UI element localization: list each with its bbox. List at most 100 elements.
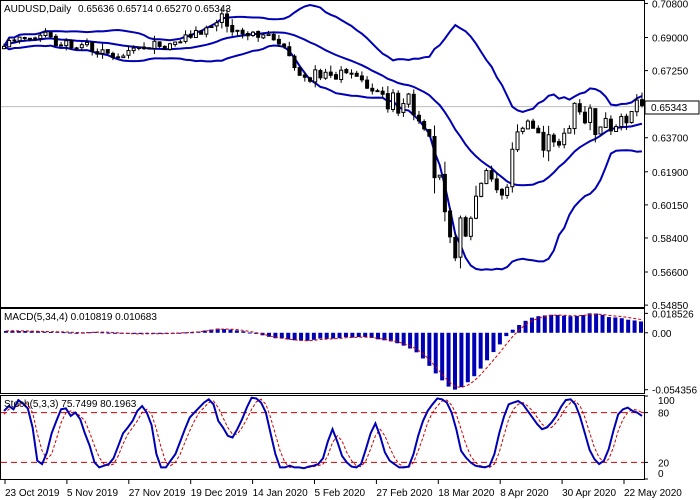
macd-histogram-bar (440, 332, 445, 381)
candlestick (567, 125, 572, 134)
candle-body (131, 47, 136, 52)
macd-histogram-bar (106, 332, 111, 334)
candlestick (214, 19, 219, 32)
candlestick (95, 48, 100, 58)
macd-histogram-bar (234, 330, 239, 333)
candle-body (370, 87, 375, 92)
candlestick (12, 37, 17, 43)
price-panel-frame (0, 0, 645, 308)
candle-body (250, 31, 255, 36)
macd-histogram-bar (177, 332, 182, 334)
candle-body (453, 236, 458, 259)
candle-body (629, 110, 634, 124)
macd-histogram-bar (132, 332, 137, 334)
candlestick (437, 174, 442, 181)
macd-histogram-bar (382, 332, 387, 341)
candle-body (2, 45, 6, 50)
candle-body (116, 56, 121, 59)
macd-histogram-bar (568, 316, 573, 333)
macd-histogram-bar (343, 332, 348, 338)
candle-body (531, 120, 536, 129)
candlestick (152, 35, 157, 55)
candlestick (323, 68, 328, 80)
candlestick (261, 32, 266, 40)
price-y-tick-label: 0.70800 (652, 0, 689, 10)
candle-body (572, 102, 577, 130)
candle-body (282, 43, 287, 48)
candle-body (557, 141, 562, 146)
macd-histogram-bar (266, 332, 271, 337)
candlestick (116, 53, 121, 59)
candle-body (406, 93, 411, 105)
candlestick (365, 76, 370, 90)
macd-histogram-bar (4, 330, 8, 333)
candlestick (442, 161, 447, 222)
candlestick (531, 118, 536, 129)
stoch-y-tick-label: 20 (658, 458, 670, 469)
price-y-tick-label: 0.61900 (652, 168, 689, 179)
candle-body (437, 174, 442, 178)
candle-body (266, 33, 271, 37)
candle-body (577, 103, 582, 113)
candlestick (193, 26, 198, 39)
bollinger-middle-band (3, 31, 643, 187)
candlestick (38, 32, 43, 42)
candle-body (256, 30, 261, 38)
candlestick (614, 124, 619, 133)
macd-histogram-bar (241, 331, 246, 333)
candlestick (608, 115, 613, 136)
candlestick (484, 168, 489, 185)
candlestick (235, 29, 240, 36)
candle-body (84, 41, 89, 46)
candlestick (593, 108, 598, 143)
candle-body (121, 55, 126, 59)
macd-histogram-bar (29, 331, 34, 333)
macd-title: MACD(5,34,4) 0.010819 0.010683 (4, 312, 157, 323)
candle-body (167, 43, 172, 50)
candle-body (110, 52, 115, 58)
candlestick (333, 71, 338, 80)
candlestick (27, 37, 32, 42)
candle-body (582, 111, 587, 124)
candle-body (178, 41, 183, 44)
candlestick (453, 233, 458, 262)
candle-body (105, 49, 110, 54)
candlestick (59, 42, 64, 47)
macd-histogram-bar (247, 332, 252, 334)
macd-histogram-bar (401, 332, 406, 346)
candlestick (396, 90, 401, 117)
candlestick (505, 184, 510, 199)
macd-histogram-bar (587, 313, 592, 333)
candlestick (385, 86, 390, 113)
macd-histogram-bar (452, 332, 457, 390)
macd-signal-line (5, 313, 642, 389)
macd-histogram-bar (549, 314, 554, 333)
candlestick (240, 27, 245, 39)
macd-histogram-bar (478, 332, 483, 369)
macd-histogram-bar (222, 329, 227, 333)
candlestick (536, 125, 541, 134)
x-tick-label: 18 Mar 2020 (438, 488, 495, 499)
candlestick (204, 25, 209, 38)
candlestick (100, 43, 105, 59)
candlestick (178, 39, 183, 44)
candle-body (313, 69, 318, 83)
candle-body (593, 108, 598, 136)
candlestick (479, 182, 484, 198)
candle-body (442, 173, 447, 213)
macd-histogram-bar (433, 332, 438, 374)
candle-body (562, 132, 567, 146)
candlestick (577, 99, 582, 115)
candlestick (33, 36, 38, 41)
macd-histogram-bar (100, 332, 105, 334)
macd-histogram-bar (292, 332, 297, 341)
candlestick (640, 92, 644, 108)
macd-histogram-bar (626, 319, 631, 333)
candle-body (323, 71, 328, 79)
candlestick (142, 42, 147, 50)
candle-body (479, 182, 484, 197)
x-tick-label: 14 Jan 2020 (253, 488, 308, 499)
candlestick (328, 65, 333, 78)
macd-y-tick-label: 0.00 (652, 329, 672, 340)
